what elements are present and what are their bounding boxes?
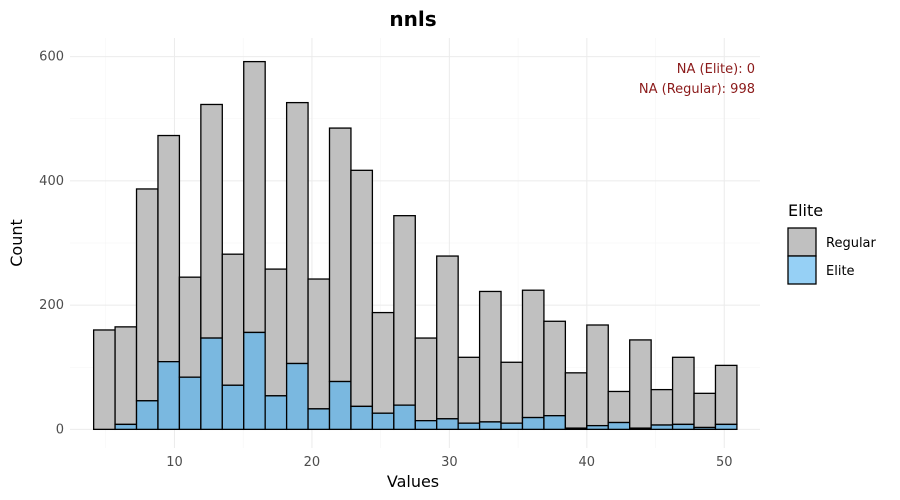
annotation-na-elite: NA (Elite): 0	[677, 62, 755, 77]
bar-elite	[307, 408, 331, 431]
bar-regular	[114, 326, 138, 426]
bar-regular	[350, 169, 374, 408]
bar-regular	[543, 320, 567, 417]
bar-elite	[157, 361, 181, 431]
ticks-layer: 10 20 30 40 50 0 200 400 600	[39, 50, 732, 470]
legend-label-regular: Regular	[826, 236, 877, 251]
bar-elite	[393, 404, 416, 431]
bar-regular	[693, 392, 717, 429]
legend-title: Elite	[788, 201, 823, 220]
bar-elite	[350, 405, 374, 431]
bar-regular	[328, 127, 352, 383]
bar-elite	[457, 422, 481, 431]
legend-swatch-regular	[787, 227, 817, 257]
bar-regular	[671, 356, 695, 426]
bar-elite	[586, 424, 609, 431]
bar-regular	[650, 388, 674, 426]
bar-elite	[200, 337, 223, 431]
annotation-na-regular: NA (Regular): 998	[639, 82, 755, 97]
bar-elite	[564, 427, 588, 431]
bar-regular	[92, 329, 116, 431]
y-tick-label: 0	[56, 422, 64, 437]
bar-elite	[414, 420, 438, 431]
bar-regular	[285, 101, 309, 365]
bar-elite	[135, 400, 159, 431]
bar-elite	[264, 395, 288, 431]
bar-elite	[243, 331, 266, 431]
bar-elite	[629, 427, 652, 431]
legend-label-elite: Elite	[826, 264, 855, 279]
bar-regular	[629, 339, 652, 429]
bar-elite	[714, 423, 738, 431]
bar-elite	[693, 426, 717, 431]
bar-regular	[436, 255, 459, 420]
y-tick-label: 600	[39, 50, 64, 65]
x-tick-label: 20	[304, 455, 321, 470]
bar-regular	[243, 60, 266, 334]
bar-regular	[178, 276, 202, 378]
bar-regular	[478, 290, 502, 423]
bar-regular	[564, 372, 588, 429]
y-tick-label: 200	[39, 298, 64, 313]
bar-regular	[371, 311, 395, 414]
x-tick-label: 10	[166, 455, 183, 470]
bar-elite	[607, 421, 631, 431]
bar-elite	[478, 421, 502, 431]
bar-regular	[521, 289, 545, 419]
x-tick-label: 40	[579, 455, 596, 470]
bar-regular	[414, 337, 438, 422]
bar-regular	[714, 364, 738, 426]
bar-regular	[607, 390, 631, 424]
bar-regular	[307, 278, 331, 410]
bar-regular	[500, 361, 524, 424]
bar-elite	[543, 415, 567, 431]
y-tick-label: 400	[39, 174, 64, 189]
bar-regular	[200, 103, 223, 339]
bar-elite	[371, 412, 395, 431]
bar-elite	[221, 384, 245, 431]
bar-elite	[521, 416, 545, 431]
legend-swatch-elite	[787, 255, 817, 285]
x-tick-label: 50	[716, 455, 733, 470]
y-axis-title: Count	[7, 219, 26, 267]
bar-elite	[500, 422, 524, 431]
bar-regular	[264, 268, 288, 397]
bar-regular	[393, 215, 416, 406]
legend: Elite Regular Elite	[787, 201, 877, 285]
bar-elite	[650, 424, 674, 431]
bar-regular	[221, 253, 245, 386]
x-axis-title: Values	[387, 472, 439, 491]
bar-elite	[436, 418, 459, 431]
bar-regular	[157, 134, 181, 363]
bar-elite	[671, 423, 695, 431]
bar-elite	[285, 362, 309, 431]
bar-regular	[586, 324, 609, 427]
bars-layer	[92, 60, 738, 431]
bar-elite	[114, 423, 138, 431]
bar-regular	[457, 356, 481, 424]
bar-regular	[135, 188, 159, 402]
chart-title: nnls	[389, 7, 436, 31]
x-tick-label: 30	[441, 455, 458, 470]
bar-elite	[178, 376, 202, 431]
bar-elite	[328, 380, 352, 431]
